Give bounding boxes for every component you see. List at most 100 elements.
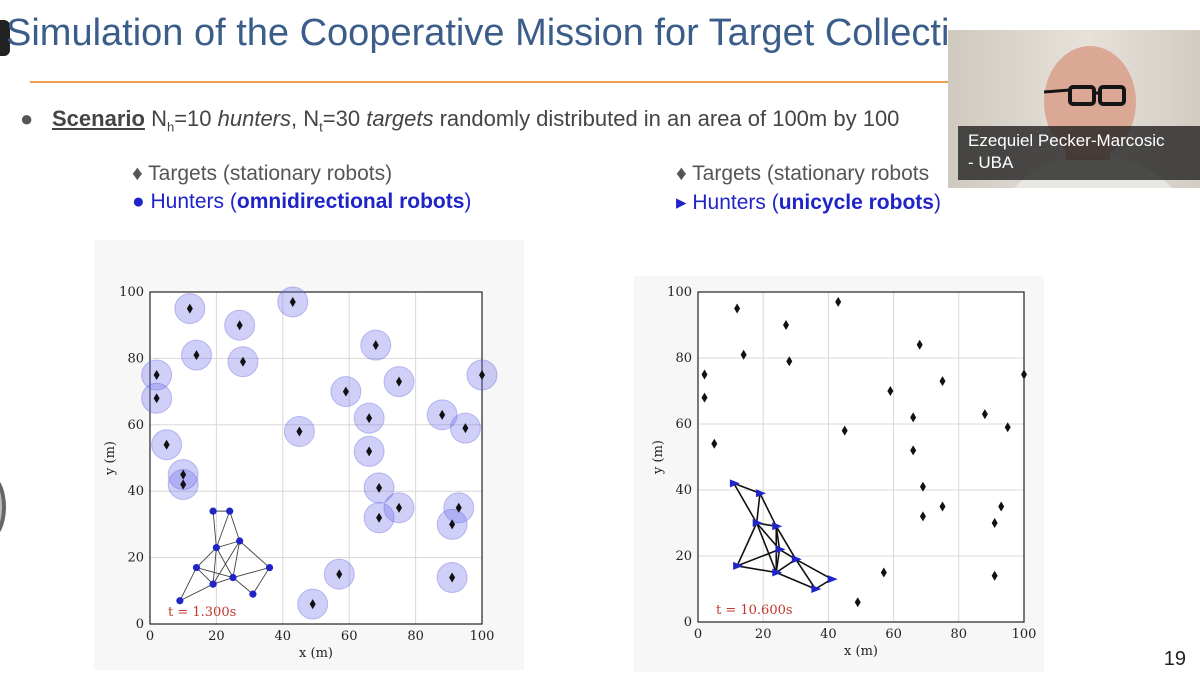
target-marker: [740, 349, 747, 360]
x-tick-label: 100: [470, 629, 495, 644]
target-marker: [701, 392, 708, 403]
target-marker: [193, 350, 200, 361]
y-axis-label: y (m): [651, 440, 666, 475]
target-marker: [239, 356, 246, 367]
left-plot-panel: 0 20 40 60 80 100 0 20 40 60 80 100 x (m) y (m) t = 1.…: [94, 240, 524, 670]
y-tick-label: 100: [667, 285, 692, 300]
x-tick-label: 20: [208, 629, 225, 644]
y-tick-label: 0: [136, 617, 144, 632]
hunter-marker: [791, 555, 802, 564]
target-marker: [376, 482, 383, 493]
target-marker: [336, 569, 343, 580]
target-marker: [1004, 422, 1011, 433]
communication-link: [212, 511, 217, 548]
communication-link: [212, 540, 241, 585]
target-marker: [396, 376, 402, 387]
target-marker: [372, 340, 379, 351]
target-marker: [991, 518, 998, 528]
communication-link: [179, 583, 214, 602]
y-tick-label: 40: [675, 483, 692, 498]
time-label: t = 1.300s: [168, 605, 236, 620]
target-marker: [991, 570, 998, 581]
hunter-marker: [249, 590, 257, 598]
plot-area: [150, 292, 482, 624]
hunter-marker: [226, 507, 234, 515]
y-tick-label: 60: [675, 417, 692, 432]
right-plot-panel: 0 20 40 60 80 100 0 20 40 60 80 100 x (m) y (m) t = 10…: [634, 276, 1044, 672]
y-tick-label: 100: [119, 285, 144, 300]
communication-link: [795, 558, 833, 580]
hunter-marker: [176, 597, 184, 605]
communication-link: [196, 567, 234, 578]
hunter-marker: [236, 537, 244, 545]
scenario-bullet: ● Scenario Nh=10 hunters, Nt=30 targets r…: [20, 106, 899, 134]
presenter-name-tag: Ezequiel Pecker-Marcosic - UBA: [958, 126, 1200, 180]
right-hunters-prefix: ▸ Hunters (: [676, 191, 779, 214]
communication-link: [252, 567, 270, 595]
glasses-right-lens: [1098, 85, 1126, 106]
x-tick-label: 0: [694, 627, 702, 642]
communication-link: [196, 547, 217, 568]
target-marker: [841, 425, 848, 436]
x-axis-label: x (m): [299, 646, 333, 661]
target-marker: [835, 296, 842, 307]
right-simulation-plot: 0 20 40 60 80 100 0 20 40 60 80 100 x (m) y (m) t = 10…: [651, 285, 1037, 659]
communication-link: [795, 558, 817, 590]
communication-link: [212, 547, 217, 585]
communication-link: [759, 492, 777, 527]
hunter-marker: [752, 519, 763, 527]
window-edge-marker: [0, 20, 10, 56]
plot-frame: [697, 291, 1025, 623]
x-tick-label: 0: [146, 629, 154, 644]
glasses-left-lens: [1068, 85, 1096, 106]
target-marker: [919, 481, 926, 492]
x-tick-label: 100: [1012, 627, 1037, 642]
target-marker: [180, 469, 187, 480]
communication-link: [229, 510, 241, 542]
hunter-marker: [212, 544, 220, 552]
hunter-marker: [755, 489, 766, 498]
target-marker: [701, 369, 708, 380]
slide-title: Simulation of the Cooperative Mission fo…: [6, 12, 950, 54]
target-marker: [396, 502, 402, 513]
left-simulation-plot: 0 20 40 60 80 100 0 20 40 60 80 100 x (m) y (m) t = 1.…: [103, 285, 498, 661]
x-tick-label: 80: [951, 627, 968, 642]
left-legend-targets: ♦ Targets (stationary robots): [132, 162, 393, 185]
scenario-label: Scenario: [52, 106, 145, 131]
y-axis-label: y (m): [103, 441, 118, 476]
time-label: t = 10.600s: [716, 603, 793, 618]
target-marker: [783, 320, 790, 330]
x-tick-label: 40: [275, 629, 292, 644]
target-marker: [462, 423, 469, 434]
communication-link: [216, 540, 240, 549]
presenter-name: Ezequiel Pecker-Marcosic: [968, 131, 1165, 150]
hunter-marker: [209, 580, 217, 588]
bullet-dot-icon: ●: [20, 106, 34, 131]
right-hunters-bold: unicycle robots: [778, 191, 934, 214]
target-marker: [910, 412, 917, 423]
y-tick-label: 60: [127, 418, 144, 433]
communication-link: [775, 571, 816, 590]
hunter-marker: [775, 545, 786, 554]
communication-link: [736, 522, 758, 567]
y-tick-label: 80: [675, 351, 692, 366]
target-marker: [919, 511, 926, 522]
hunter-marker: [729, 479, 740, 488]
t-subscript: t: [319, 119, 323, 135]
presenter-affiliation: - UBA: [968, 153, 1014, 172]
page-number: 19: [1163, 648, 1186, 670]
plot-frame: [149, 291, 483, 625]
communication-link: [736, 548, 780, 567]
target-marker: [342, 386, 349, 397]
n-symbol: N: [151, 106, 167, 131]
communication-link: [733, 483, 758, 524]
target-marker: [910, 445, 917, 456]
target-marker: [449, 519, 456, 530]
hunter-marker: [811, 585, 822, 593]
communication-link: [216, 547, 234, 578]
target-marker: [981, 409, 988, 420]
target-marker: [998, 501, 1005, 512]
target-marker: [854, 597, 861, 608]
targets-eq: =30: [322, 106, 367, 131]
side-button[interactable]: [0, 474, 6, 540]
